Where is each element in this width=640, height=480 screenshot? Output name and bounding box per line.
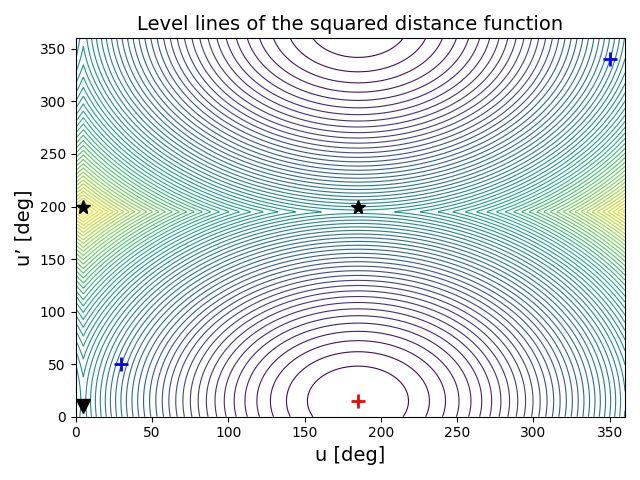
- Y-axis label: u’ [deg]: u’ [deg]: [15, 189, 34, 266]
- Title: Level lines of the squared distance function: Level lines of the squared distance func…: [137, 15, 563, 34]
- X-axis label: u [deg]: u [deg]: [316, 446, 385, 465]
